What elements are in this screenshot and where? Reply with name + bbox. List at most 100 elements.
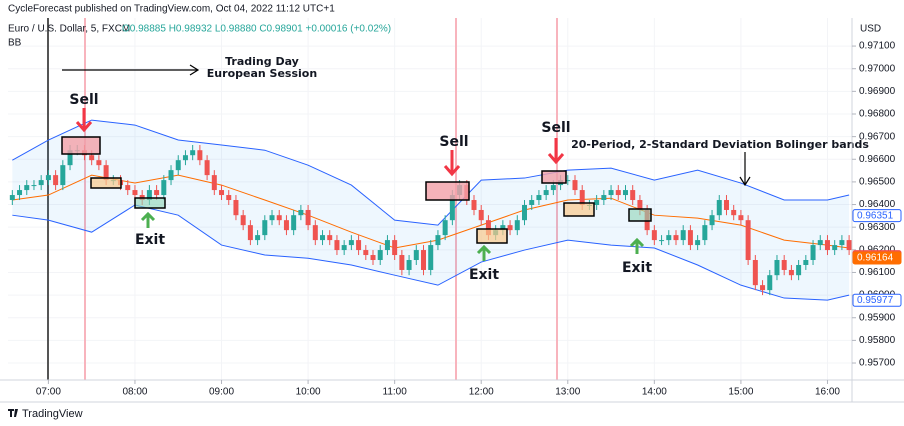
- candle-body: [197, 150, 203, 161]
- price-tag-label: 0.96164: [857, 253, 894, 264]
- exit-box: [628, 208, 652, 222]
- y-tick-label: 0.96500: [859, 177, 896, 188]
- candle-body: [421, 250, 427, 270]
- price-tag-label: 0.96351: [857, 210, 894, 221]
- candle-body: [449, 195, 455, 221]
- candle-body: [601, 195, 607, 201]
- sell-label: Sell: [69, 92, 98, 108]
- candle-body: [514, 220, 520, 231]
- candle-body: [96, 160, 102, 166]
- candle-body: [608, 190, 614, 196]
- candle-body: [262, 220, 268, 236]
- candle-body: [283, 220, 289, 231]
- arrows: [62, 64, 751, 261]
- candle-body: [666, 235, 672, 241]
- annotation: 20-Period, 2-Standard Deviation Bolinger…: [571, 138, 869, 151]
- y-tick-label: 0.96200: [859, 244, 896, 255]
- candle-body: [175, 160, 181, 171]
- candle-body: [356, 240, 362, 251]
- candle-body: [709, 215, 715, 226]
- candle-body: [24, 185, 30, 191]
- currency: USD: [860, 24, 881, 35]
- candle-body: [687, 230, 693, 246]
- x-tick-label: 11:00: [383, 387, 408, 398]
- candle-body: [363, 250, 369, 256]
- price-tag: [852, 209, 902, 223]
- candle-body: [507, 225, 513, 231]
- band-fill: [12, 120, 850, 301]
- candle-body: [781, 260, 787, 270]
- candle-body: [594, 200, 600, 205]
- exit-label: Exit: [469, 267, 499, 283]
- candle-body: [442, 220, 448, 236]
- candle-body: [125, 185, 131, 191]
- candle-body: [716, 200, 722, 216]
- candle-body: [803, 260, 809, 265]
- candle-body: [435, 235, 441, 246]
- y-tick-label: 0.96800: [859, 109, 896, 120]
- symbol: Euro / U.S. Dollar, 5, FXCM: [8, 24, 130, 35]
- brand-logo: [8, 409, 18, 417]
- x-tick-label: 10:00: [296, 387, 321, 398]
- x-tick-label: 12:00: [469, 387, 494, 398]
- candle-body: [161, 180, 167, 196]
- candle-body: [752, 260, 758, 286]
- candle-body: [521, 204, 527, 221]
- x-tick-label: 07:00: [36, 387, 61, 398]
- candle-body: [291, 215, 297, 231]
- y-tick-label: 0.97100: [859, 41, 896, 52]
- sell-label: Sell: [541, 120, 570, 136]
- brand: TradingView: [22, 408, 83, 420]
- candle-body: [320, 235, 326, 241]
- candle-body: [45, 175, 51, 181]
- y-tick-label: 0.96700: [859, 131, 896, 142]
- candle-body: [788, 269, 794, 276]
- sell-box: [541, 170, 567, 184]
- x-tick-label: 14:00: [642, 387, 667, 398]
- exit-label: Exit: [135, 232, 165, 248]
- candle-body: [550, 185, 556, 191]
- candle-body: [637, 200, 643, 210]
- candle-body: [622, 190, 628, 196]
- candle-body: [413, 250, 419, 261]
- candle-body: [767, 275, 773, 291]
- candle-body: [774, 260, 780, 276]
- candle-body: [723, 200, 729, 210]
- price-tag: [852, 293, 902, 307]
- candle-body: [760, 285, 766, 291]
- session-arrow: [62, 64, 200, 76]
- candle-body: [485, 220, 491, 236]
- price-tag: [852, 251, 902, 265]
- sell-label: Sell: [439, 134, 468, 150]
- candle-body: [406, 260, 412, 270]
- x-tick-label: 13:00: [555, 387, 580, 398]
- candle-body: [60, 165, 66, 186]
- candle-body: [67, 150, 73, 166]
- exit-arrow: [629, 237, 645, 254]
- entry-box: [563, 202, 595, 217]
- candle-body: [745, 220, 751, 261]
- y-tick-label: 0.96100: [859, 267, 896, 278]
- candle-body: [817, 240, 823, 246]
- candle-body: [702, 225, 708, 241]
- exit-arrow: [140, 211, 156, 228]
- candle-body: [478, 209, 484, 221]
- sell-box: [61, 136, 101, 155]
- candle-body: [269, 215, 275, 221]
- candle-body: [204, 160, 210, 176]
- candle-body: [255, 235, 261, 241]
- candle-body: [219, 190, 225, 196]
- candle-body: [89, 155, 95, 161]
- candle-body: [824, 240, 830, 251]
- candle-body: [341, 245, 347, 251]
- candle-body: [103, 165, 109, 181]
- x-tick-label: 09:00: [209, 387, 234, 398]
- y-tick-label: 0.96600: [859, 154, 896, 165]
- y-tick-label: 0.97000: [859, 63, 896, 74]
- y-tick-label: 0.95900: [859, 312, 896, 323]
- ohlc-legend: O0.98885 H0.98932 L0.98880 C0.98901 +0.0…: [122, 24, 391, 35]
- candle-body: [673, 235, 679, 241]
- y-tick-label: 0.96300: [859, 222, 896, 233]
- candle-body: [9, 195, 15, 201]
